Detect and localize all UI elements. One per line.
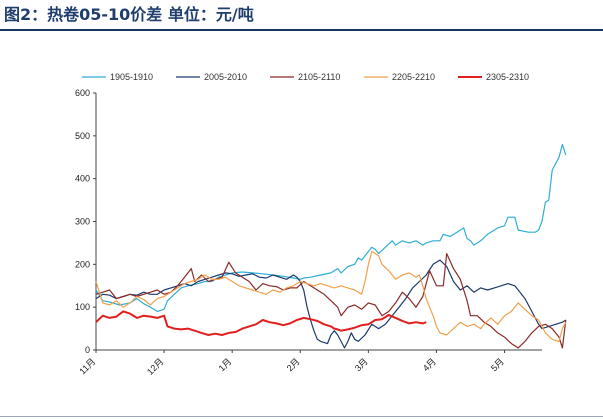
figure-title: 图2：热卷05-10价差 单位：元/吨 (4, 5, 254, 24)
legend-label-2205-2210: 2205-2210 (392, 72, 435, 82)
y-axis: 0 100 200 300 400 500 600 (75, 88, 97, 355)
y-tick-label: 600 (75, 88, 90, 98)
series-line-2205-2210 (95, 250, 567, 342)
x-tick-label: 4月 (421, 356, 438, 373)
x-tick-label: 5月 (489, 356, 506, 373)
y-tick-label: 400 (75, 174, 90, 184)
legend-label-2305-2310: 2305-2310 (486, 72, 529, 82)
legend-label-1905-1910: 1905-1910 (110, 72, 153, 82)
series-line-2005-2010 (95, 259, 567, 349)
x-tick-label: 11月 (77, 356, 97, 376)
series-group (95, 143, 567, 349)
series-line-2305-2310 (95, 310, 427, 336)
title-rule (0, 29, 603, 31)
x-axis: 11月 12月 1月 2月 3月 4月 5月 (77, 349, 542, 377)
y-tick-label: 0 (85, 345, 90, 355)
x-tick-label: 12月 (145, 356, 166, 377)
x-tick-label: 1月 (217, 356, 234, 373)
y-tick-label: 100 (75, 302, 90, 312)
x-tick-label: 3月 (353, 356, 370, 373)
bottom-rule (0, 416, 603, 417)
y-tick-label: 200 (75, 259, 90, 269)
y-tick-label: 500 (75, 131, 90, 141)
legend: 1905-1910 2005-2010 2105-2110 2205-2210 2305… (82, 72, 529, 82)
series-line-1905-1910 (95, 143, 567, 312)
legend-label-2105-2110: 2105-2110 (298, 72, 340, 82)
x-tick-label: 2月 (285, 356, 302, 373)
y-tick-label: 300 (75, 217, 90, 227)
series-line-2105-2110 (95, 253, 567, 349)
legend-label-2005-2010: 2005-2010 (204, 72, 247, 82)
